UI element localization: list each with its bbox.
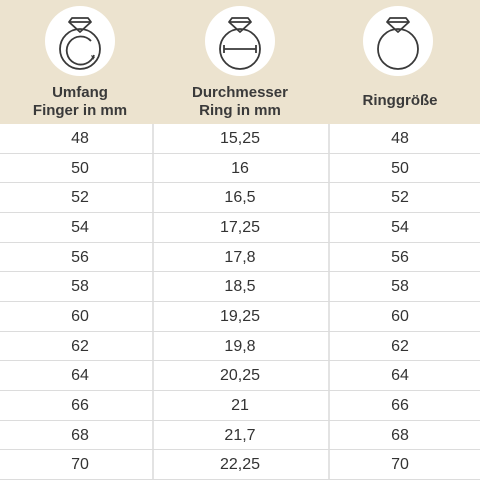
cell-groesse: 56 bbox=[391, 248, 409, 266]
header-label-umfang: Umfang Finger in mm bbox=[0, 84, 160, 120]
table-row: 66 21 66 bbox=[0, 391, 480, 421]
cell-umfang: 50 bbox=[71, 159, 89, 177]
ring-size-icon bbox=[363, 6, 433, 76]
cell-groesse: 48 bbox=[391, 130, 409, 147]
header-durchmesser-line2: Ring in mm bbox=[199, 102, 281, 119]
table-row: 68 21,7 68 bbox=[0, 421, 480, 451]
cell-groesse: 50 bbox=[391, 159, 409, 177]
header-umfang: Umfang Finger in mm bbox=[0, 0, 160, 124]
cell-umfang: 68 bbox=[71, 426, 89, 444]
table-row: 64 20,25 64 bbox=[0, 361, 480, 391]
cell-umfang: 62 bbox=[71, 337, 89, 355]
ring-circumference-icon bbox=[45, 6, 115, 76]
header-durchmesser: Durchmesser Ring in mm bbox=[160, 0, 320, 124]
table-row: 54 17,25 54 bbox=[0, 213, 480, 243]
cell-durchmesser: 20,25 bbox=[219, 367, 261, 385]
table-row: 52 16,5 52 bbox=[0, 183, 480, 213]
cell-groesse: 54 bbox=[391, 218, 409, 236]
cell-umfang: 48 bbox=[71, 130, 89, 147]
cell-umfang: 60 bbox=[71, 307, 89, 325]
cell-groesse: 70 bbox=[391, 456, 409, 474]
cell-groesse: 68 bbox=[391, 426, 409, 444]
header-durchmesser-line1: Durchmesser bbox=[192, 84, 288, 101]
cell-durchmesser: 17,8 bbox=[224, 248, 256, 266]
size-table: 48 15,25 48 50 16 50 52 16,5 52 54 17,25… bbox=[0, 124, 480, 480]
cell-umfang: 56 bbox=[71, 248, 89, 266]
cell-groesse: 60 bbox=[391, 307, 409, 325]
cell-umfang: 52 bbox=[71, 189, 89, 207]
table-row: 56 17,8 56 bbox=[0, 243, 480, 273]
header-umfang-line1: Umfang bbox=[52, 84, 108, 101]
table-row: 48 15,25 48 bbox=[0, 124, 480, 154]
table-row: 60 19,25 60 bbox=[0, 302, 480, 332]
cell-groesse: 58 bbox=[391, 278, 409, 296]
cell-durchmesser: 21,7 bbox=[224, 426, 256, 444]
cell-umfang: 58 bbox=[71, 278, 89, 296]
cell-umfang: 70 bbox=[71, 456, 89, 474]
header-ringgroesse: Ringgröße bbox=[320, 0, 480, 124]
cell-groesse: 66 bbox=[391, 396, 409, 414]
table-row: 58 18,5 58 bbox=[0, 272, 480, 302]
cell-umfang: 64 bbox=[71, 367, 89, 385]
header-ringgroesse-line1: Ringgröße bbox=[362, 92, 438, 109]
header-label-ringgroesse: Ringgröße bbox=[320, 92, 480, 110]
cell-durchmesser: 21 bbox=[231, 396, 249, 414]
cell-durchmesser: 22,25 bbox=[219, 456, 261, 474]
table-row: 50 16 50 bbox=[0, 154, 480, 184]
header-label-durchmesser: Durchmesser Ring in mm bbox=[160, 84, 320, 120]
cell-umfang: 54 bbox=[71, 218, 89, 236]
cell-durchmesser: 17,25 bbox=[219, 218, 261, 236]
column-divider bbox=[152, 124, 154, 480]
ring-diameter-icon bbox=[205, 6, 275, 76]
header-umfang-line2: Finger in mm bbox=[32, 102, 128, 119]
table-header: Umfang Finger in mm Durchme bbox=[0, 0, 480, 124]
cell-durchmesser: 16,5 bbox=[224, 189, 256, 207]
cell-groesse: 52 bbox=[391, 189, 409, 207]
column-divider bbox=[328, 124, 330, 480]
cell-groesse: 64 bbox=[391, 367, 409, 385]
table-row: 62 19,8 62 bbox=[0, 332, 480, 362]
cell-groesse: 62 bbox=[391, 337, 409, 355]
cell-durchmesser: 19,25 bbox=[219, 307, 261, 325]
cell-durchmesser: 15,25 bbox=[219, 130, 261, 147]
cell-umfang: 66 bbox=[71, 396, 89, 414]
cell-durchmesser: 16 bbox=[231, 159, 249, 177]
cell-durchmesser: 18,5 bbox=[224, 278, 256, 296]
table-row: 70 22,25 70 bbox=[0, 450, 480, 480]
cell-durchmesser: 19,8 bbox=[224, 337, 256, 355]
